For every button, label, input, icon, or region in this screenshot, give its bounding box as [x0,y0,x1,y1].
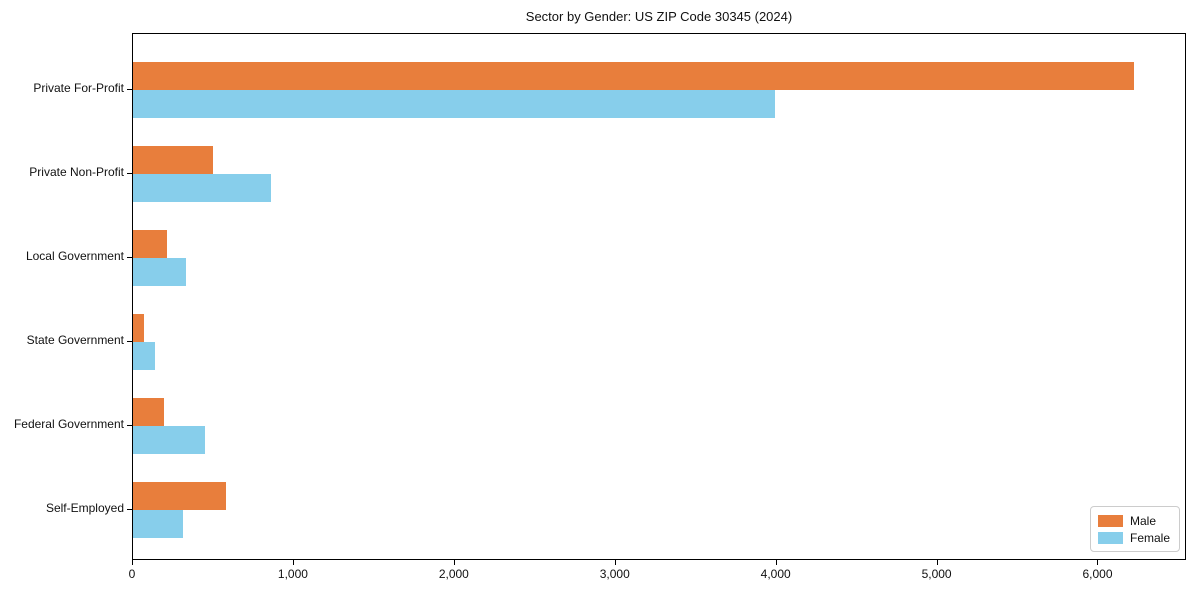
x-tick-label-0: 0 [128,567,136,581]
legend-entry-male: Male [1098,512,1170,529]
y-tick-mark-federal-government [127,425,132,426]
bar-male-self-employed [133,482,227,510]
bar-female-state-government [133,342,156,370]
x-tick-mark-1-000 [292,560,294,565]
legend-swatch-female [1098,531,1123,544]
x-tick-label-6-000: 6,000 [1082,567,1113,581]
bar-male-local-government [133,230,167,258]
y-tick-label-private-for-profit: Private For-Profit [33,81,124,95]
y-tick-label-federal-government: Federal Government [13,417,124,431]
x-tick-mark-3-000 [614,560,616,565]
plot-area [132,33,1186,560]
bar-male-private-non-profit [133,146,214,174]
bar-female-self-employed [133,510,183,538]
y-tick-label-self-employed: Self-Employed [45,501,124,515]
bar-female-federal-government [133,426,206,454]
y-tick-label-local-government: Local Government [25,249,124,263]
x-tick-label-2-000: 2,000 [438,567,469,581]
legend-swatch-male [1098,514,1123,527]
legend-label-female: Female [1130,530,1171,545]
x-tick-label-3-000: 3,000 [599,567,630,581]
y-tick-mark-private-non-profit [127,173,132,174]
bar-male-state-government [133,314,145,342]
bar-male-private-for-profit [133,62,1134,90]
x-tick-label-4-000: 4,000 [760,567,791,581]
chart-title: Sector by Gender: US ZIP Code 30345 (202… [525,9,793,24]
y-tick-mark-state-government [127,341,132,342]
y-tick-label-state-government: State Government [26,333,124,347]
legend-label-male: Male [1130,513,1157,528]
y-tick-mark-local-government [127,257,132,258]
x-tick-mark-4-000 [775,560,777,565]
bar-female-private-non-profit [133,174,272,202]
y-tick-mark-private-for-profit [127,89,132,90]
y-tick-label-private-non-profit: Private Non-Profit [29,165,124,179]
x-tick-label-1-000: 1,000 [277,567,308,581]
bar-male-federal-government [133,398,164,426]
x-tick-mark-2-000 [453,560,455,565]
x-tick-mark-6-000 [1097,560,1099,565]
legend: Male Female [1090,506,1181,552]
legend-entry-female: Female [1098,529,1170,546]
bar-female-private-for-profit [133,90,776,118]
x-tick-mark-0 [132,560,133,565]
bar-female-local-government [133,258,186,286]
x-tick-mark-5-000 [936,560,938,565]
x-tick-label-5-000: 5,000 [921,567,952,581]
y-tick-mark-self-employed [127,509,132,510]
